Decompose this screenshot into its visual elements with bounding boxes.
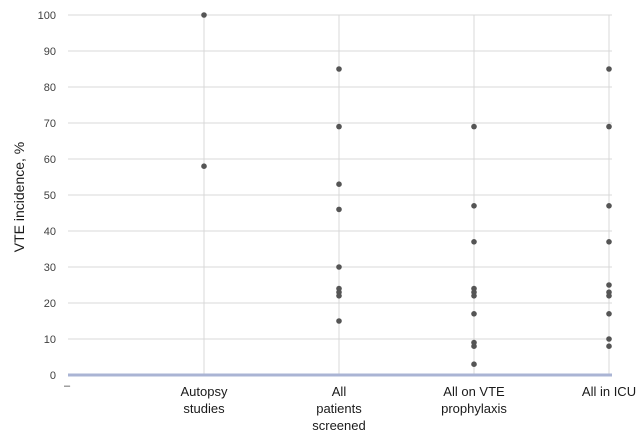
x-category-label: patients [316, 401, 362, 416]
data-point [471, 293, 477, 299]
y-axis-ticks: 0 10 20 30 40 50 60 70 80 90 100 [38, 10, 56, 382]
data-point [471, 311, 477, 317]
y-tick-label: 80 [44, 82, 56, 94]
data-points [201, 12, 612, 368]
data-point [336, 264, 342, 270]
data-point [606, 239, 612, 245]
y-axis-title: VTE incidence, % [11, 142, 27, 253]
data-point [201, 163, 207, 169]
data-point [606, 343, 612, 350]
data-point [606, 293, 612, 299]
data-point [606, 282, 612, 288]
x-category-label: All in ICU [582, 384, 636, 399]
data-point [606, 123, 612, 130]
data-point [471, 203, 477, 209]
data-point [336, 181, 342, 187]
x-category-label: screened [312, 418, 365, 433]
y-tick-label: 0 [50, 370, 56, 382]
data-point [336, 206, 342, 213]
data-point [606, 66, 612, 72]
data-point [336, 318, 342, 324]
data-point [471, 239, 477, 245]
y-tick-label: 40 [44, 226, 56, 238]
x-category-label: Autopsy [181, 384, 228, 399]
y-tick-label: 20 [44, 298, 56, 310]
y-tick-label: 90 [44, 46, 56, 58]
x-category-label: All on VTE [443, 384, 505, 399]
x-axis-stray-label: – [64, 380, 71, 392]
data-point [606, 336, 612, 342]
x-axis-categories: Autopsy studies All patients screened All on … [181, 384, 637, 433]
x-category-label: prophylaxis [441, 401, 507, 416]
y-tick-label: 60 [44, 154, 56, 166]
data-point [471, 123, 477, 130]
x-category-label: All [332, 384, 347, 399]
y-tick-label: 30 [44, 262, 56, 274]
data-point [606, 311, 612, 317]
data-point [471, 361, 477, 368]
data-point [606, 203, 612, 209]
x-category-label: studies [183, 401, 225, 416]
data-point [336, 293, 342, 299]
y-tick-label: 100 [38, 10, 56, 22]
data-point [201, 12, 207, 18]
data-point [336, 66, 342, 72]
data-point [471, 343, 477, 350]
y-tick-label: 70 [44, 118, 56, 130]
y-tick-label: 50 [44, 190, 56, 202]
data-point [336, 123, 342, 130]
y-tick-label: 10 [44, 334, 56, 346]
